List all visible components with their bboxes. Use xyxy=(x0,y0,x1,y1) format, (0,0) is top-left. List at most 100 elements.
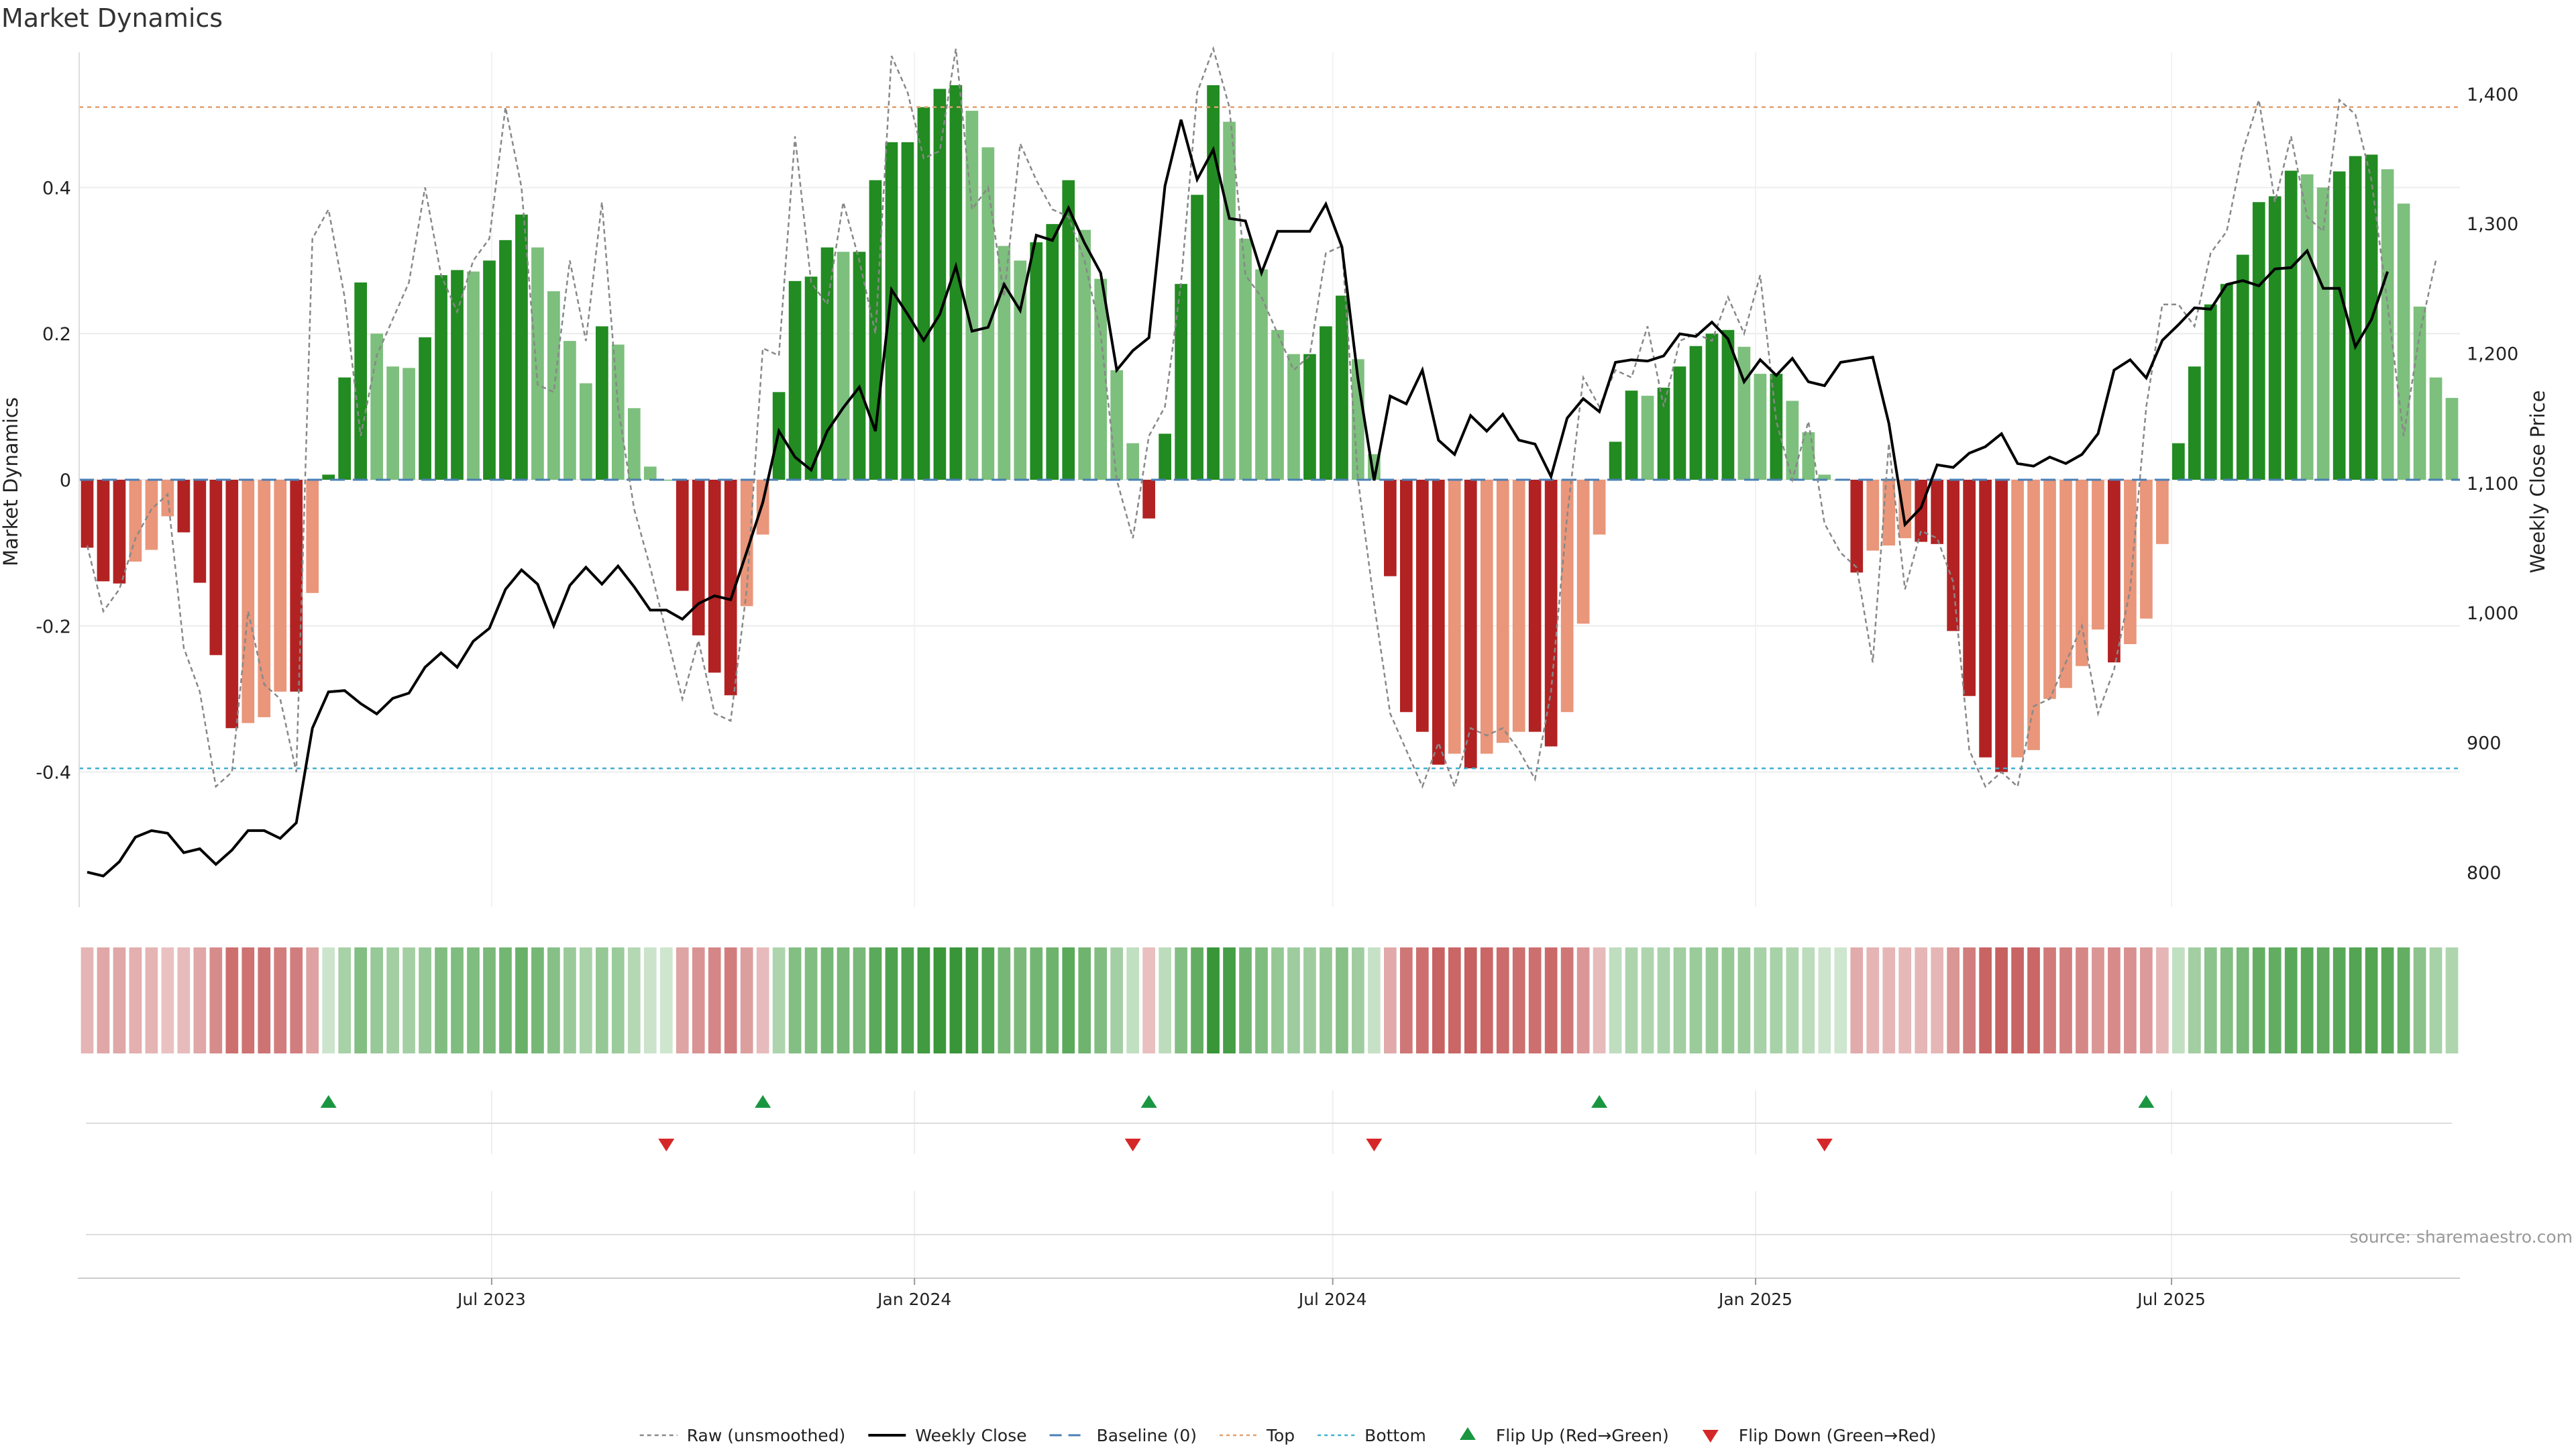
dynamics-bar xyxy=(2204,304,2217,480)
heat-cell xyxy=(2397,947,2410,1053)
heat-cell xyxy=(2059,947,2072,1053)
dynamics-bar xyxy=(1721,329,1735,480)
heat-cell xyxy=(2429,947,2443,1053)
dynamics-bar xyxy=(2316,187,2330,480)
heat-cell xyxy=(161,947,174,1053)
dynamics-bar xyxy=(1560,480,1574,713)
dynamics-bar xyxy=(1947,480,1960,631)
dynamics-bar xyxy=(1689,346,1703,480)
dynamics-bar xyxy=(1544,480,1558,747)
heat-cell xyxy=(258,947,271,1053)
heat-cell xyxy=(1560,947,1574,1053)
heat-cell xyxy=(2108,947,2121,1053)
dynamics-bar xyxy=(1383,480,1397,576)
x-tick-label: Jul 2023 xyxy=(456,1290,526,1309)
dynamics-bar xyxy=(1705,333,1719,480)
heat-cell xyxy=(1078,947,1091,1053)
dynamics-bar xyxy=(1496,480,1509,743)
heat-cell xyxy=(1721,947,1735,1053)
dynamics-bar xyxy=(225,480,239,729)
heat-cell xyxy=(1818,947,1831,1053)
dynamics-bar xyxy=(2124,480,2137,644)
legend: Raw (unsmoothed) Weekly Close Baseline (0)… xyxy=(639,1426,1936,1445)
heat-cell xyxy=(451,947,464,1053)
dynamics-bar xyxy=(1078,229,1091,480)
dynamics-bar xyxy=(2059,480,2072,688)
heat-cell xyxy=(692,947,705,1053)
dynamics-bar xyxy=(659,480,673,481)
legend-item-raw: Raw (unsmoothed) xyxy=(639,1426,845,1445)
dynamics-bar xyxy=(354,282,367,480)
dynamics-bar xyxy=(113,480,126,584)
heat-cell xyxy=(547,947,560,1053)
heat-cell xyxy=(515,947,528,1053)
dynamics-bar xyxy=(2092,480,2104,630)
dynamics-bar xyxy=(580,383,592,480)
dynamics-bar xyxy=(901,142,914,480)
dynamics-bar xyxy=(2268,196,2282,480)
y-tick-label: 0 xyxy=(60,470,71,491)
heat-cell xyxy=(901,947,914,1053)
heat-cell xyxy=(177,947,191,1053)
dynamics-bar xyxy=(1030,242,1043,480)
legend-item-flip-up: Flip Up (Red→Green) xyxy=(1459,1426,1669,1445)
heat-cell xyxy=(1287,947,1300,1053)
dynamics-bar xyxy=(564,341,576,480)
heat-cell xyxy=(1770,947,1783,1053)
dynamics-bar xyxy=(2027,480,2040,750)
dynamics-bar xyxy=(1915,480,1928,542)
heat-cell xyxy=(2092,947,2104,1053)
weekly-close-line xyxy=(87,119,2389,878)
dynamics-bar xyxy=(2349,156,2362,480)
flip-up-marker xyxy=(2138,1095,2155,1108)
dynamics-bar xyxy=(724,480,737,696)
heat-cell xyxy=(2300,947,2314,1053)
dynamics-bar xyxy=(885,142,898,480)
heat-cell xyxy=(2332,947,2346,1053)
heat-cell xyxy=(1110,947,1124,1053)
dynamics-bar xyxy=(531,247,544,480)
dynamics-bar xyxy=(1657,387,1670,480)
y2-axis-label: Weekly Close Price xyxy=(2526,391,2549,574)
dynamics-bar xyxy=(1352,359,1364,480)
heat-cell xyxy=(1528,947,1542,1053)
dynamics-bar xyxy=(1464,480,1477,769)
heat-cell xyxy=(2172,947,2185,1053)
heat-cell xyxy=(740,947,753,1053)
dynamics-bar xyxy=(788,280,802,480)
heat-cell xyxy=(1576,947,1590,1053)
dynamics-bar xyxy=(595,326,608,480)
dynamics-bar xyxy=(1336,295,1348,480)
dynamics-bar xyxy=(2220,284,2233,480)
y-tick-label: -0.4 xyxy=(36,763,71,784)
heat-cell xyxy=(1014,947,1027,1053)
legend-label: Flip Up (Red→Green) xyxy=(1496,1426,1669,1445)
flip-down-marker xyxy=(1816,1139,1833,1151)
heat-cell xyxy=(1352,947,1364,1053)
legend-item-top: Top xyxy=(1219,1426,1295,1445)
heat-cell xyxy=(2381,947,2394,1053)
heat-cell xyxy=(1175,947,1187,1053)
dynamics-bar xyxy=(1641,395,1654,480)
heat-cell xyxy=(2140,947,2153,1053)
chart-lines xyxy=(79,46,2460,878)
heat-cell xyxy=(1383,947,1397,1053)
dynamics-bar xyxy=(2043,480,2056,699)
dynamics-bar xyxy=(1191,195,1203,480)
heat-cell xyxy=(869,947,882,1053)
dynamics-bar xyxy=(2188,366,2201,480)
heat-cell xyxy=(306,947,319,1053)
dynamics-bar xyxy=(2445,398,2459,480)
heat-cell xyxy=(1866,947,1880,1053)
heat-cell xyxy=(2076,947,2088,1053)
dynamics-bar xyxy=(1754,374,1767,480)
heat-cell xyxy=(1625,947,1638,1053)
dynamics-bar xyxy=(998,246,1011,480)
heat-cell xyxy=(322,947,335,1053)
dynamics-bar xyxy=(2300,174,2314,480)
dynamics-bar xyxy=(981,147,995,480)
heat-cell xyxy=(129,947,142,1053)
heat-cell xyxy=(2043,947,2056,1053)
